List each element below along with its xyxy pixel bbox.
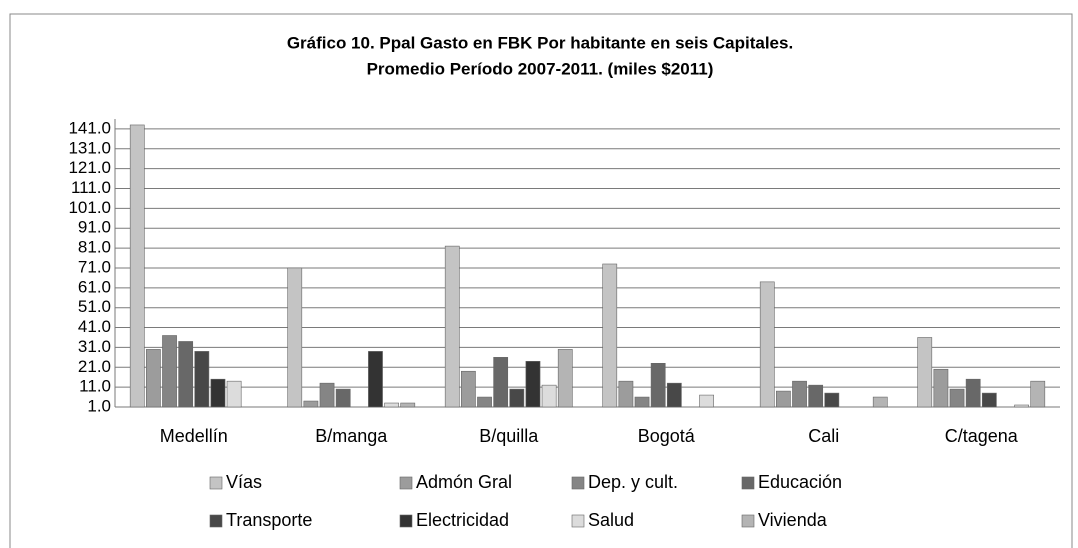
legend-swatch xyxy=(399,476,413,490)
bar xyxy=(917,337,933,408)
y-tick-label: 21.0 xyxy=(78,357,111,376)
y-tick-label: 131.0 xyxy=(68,138,111,157)
x-tick-label: B/manga xyxy=(315,426,388,446)
bar xyxy=(557,349,573,408)
bar xyxy=(303,400,319,408)
bar xyxy=(808,384,824,408)
y-tick-label: 101.0 xyxy=(68,198,111,217)
legend-swatch xyxy=(741,514,755,528)
y-tick-label: 1.0 xyxy=(87,396,111,415)
legend-swatch xyxy=(571,514,585,528)
bar xyxy=(162,335,177,408)
bar xyxy=(194,351,210,408)
y-tick-label: 141.0 xyxy=(68,118,111,137)
x-tick-label: B/quilla xyxy=(479,426,539,446)
chart-subtitle: Promedio Período 2007-2011. (miles $2011… xyxy=(367,59,714,78)
bar xyxy=(933,368,949,408)
bar xyxy=(319,382,335,408)
legend-swatch xyxy=(399,514,413,528)
bar xyxy=(287,267,303,408)
x-tick-label: Medellín xyxy=(160,426,228,446)
legend-label: Transporte xyxy=(226,510,312,530)
legend-label: Vivienda xyxy=(758,510,828,530)
bar xyxy=(178,341,194,408)
legend-label: Electricidad xyxy=(416,510,509,530)
bar xyxy=(509,388,525,408)
chart-frame xyxy=(9,13,1073,548)
bar xyxy=(335,388,351,408)
bar xyxy=(1030,380,1046,408)
bar xyxy=(618,380,634,408)
x-tick-label: Bogotá xyxy=(638,426,696,446)
y-tick-label: 41.0 xyxy=(78,317,111,336)
legend-label: Admón Gral xyxy=(416,472,512,492)
bar xyxy=(602,263,618,408)
bar xyxy=(444,245,460,408)
y-tick-label: 51.0 xyxy=(78,297,111,316)
y-tick-label: 31.0 xyxy=(78,337,111,356)
legend-swatch xyxy=(209,514,223,528)
bar xyxy=(634,396,650,408)
bar xyxy=(368,351,383,408)
bar xyxy=(129,124,145,408)
bar xyxy=(541,384,557,408)
bar xyxy=(824,392,840,408)
bar xyxy=(650,363,666,408)
bar xyxy=(400,402,416,408)
bar xyxy=(210,378,226,408)
x-tick-label: Cali xyxy=(808,426,839,446)
legend-label: Salud xyxy=(588,510,634,530)
bar xyxy=(699,394,714,408)
legend-label: Vías xyxy=(226,472,262,492)
y-tick-label: 121.0 xyxy=(68,158,111,177)
y-tick-label: 111.0 xyxy=(71,178,111,197)
bar xyxy=(792,380,807,408)
bar xyxy=(477,396,492,408)
bar xyxy=(759,281,775,408)
legend-label: Educación xyxy=(758,472,842,492)
chart-title: Gráfico 10. Ppal Gasto en FBK Por habita… xyxy=(287,33,793,52)
bar xyxy=(965,378,981,408)
legend-swatch xyxy=(741,476,755,490)
bar xyxy=(461,370,476,408)
y-tick-label: 11.0 xyxy=(79,377,111,396)
y-tick-label: 91.0 xyxy=(78,218,111,237)
bar xyxy=(872,396,888,408)
bar xyxy=(1014,404,1029,408)
bar xyxy=(525,361,541,408)
legend-label: Dep. y cult. xyxy=(588,472,678,492)
legend-swatch xyxy=(571,476,585,490)
y-tick-label: 61.0 xyxy=(78,277,111,296)
legend-swatch xyxy=(209,476,223,490)
bar xyxy=(226,380,242,408)
bar xyxy=(666,382,682,408)
y-tick-label: 81.0 xyxy=(78,238,111,257)
y-tick-label: 71.0 xyxy=(78,257,111,276)
bar xyxy=(493,357,509,408)
bar xyxy=(146,349,161,408)
bar xyxy=(981,392,997,408)
bar xyxy=(776,390,791,408)
bar xyxy=(384,402,399,408)
x-tick-label: C/tagena xyxy=(945,426,1019,446)
bar xyxy=(949,388,965,408)
